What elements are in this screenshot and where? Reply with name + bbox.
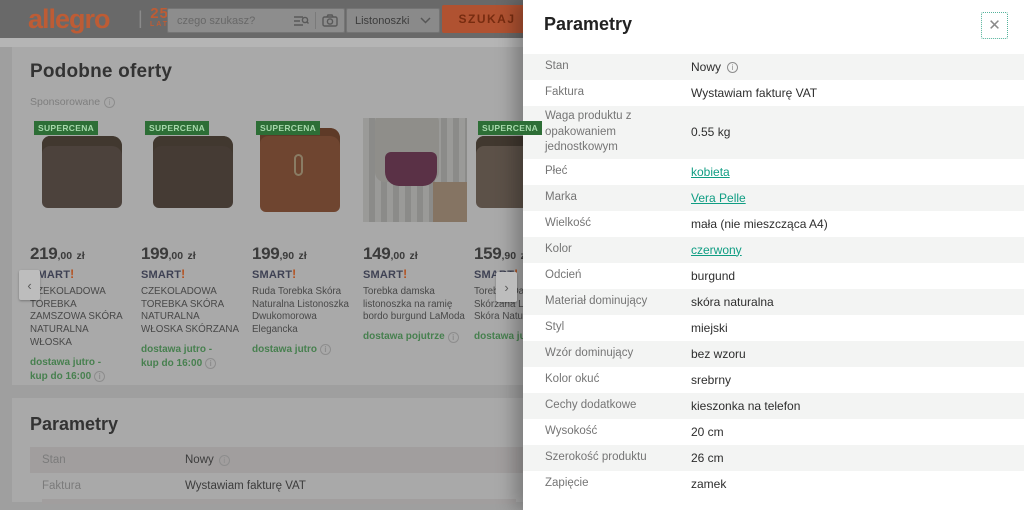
category-selected: Listonoszki <box>355 14 410 27</box>
param-row: Szerokość produktu 26 cm <box>523 444 1024 471</box>
offer-title[interactable]: CZEKOLADOWA TOREBKA ZAMSZOWA SKÓRA NATUR… <box>30 286 123 348</box>
smart-badge: SMART! <box>141 267 186 281</box>
offer-card[interactable]: SUPERCENA 219,00 zł SMART! CZEKOLADOWA T… <box>30 118 134 384</box>
allegro-logo[interactable]: allegro <box>28 4 111 34</box>
search-box-icons <box>293 12 344 29</box>
sponsored-label: Sponsorowane i <box>30 96 532 108</box>
param-row: Stan Nowy i <box>523 54 1024 80</box>
bag-photo <box>42 136 122 208</box>
info-icon[interactable]: i <box>727 61 739 73</box>
smart-badge: SMART! <box>363 267 408 281</box>
supercena-badge: SUPERCENA <box>256 121 321 135</box>
offer-image: SUPERCENA <box>141 118 245 222</box>
drawer-rows: Stan Nowy i Faktura Wystawiam fakturę VAT… <box>523 54 1024 497</box>
stairs <box>433 182 467 222</box>
search-input[interactable] <box>168 9 293 32</box>
offer-title[interactable]: Ruda Torebka Skóra Naturalna Listonoszka… <box>252 286 349 336</box>
param-row: Odcień burgund <box>545 268 736 283</box>
value-link[interactable]: kobieta <box>691 164 730 179</box>
purple-bag <box>385 152 437 186</box>
delivery-info: dostawa jutro i <box>252 343 356 357</box>
bag-photo <box>260 128 340 212</box>
info-icon[interactable]: i <box>94 371 106 383</box>
param-row: Faktura Wystawiam fakturę VAT <box>42 480 306 492</box>
offer-price: 219,00 zł <box>30 244 85 263</box>
supercena-badge: SUPERCENA <box>478 121 543 135</box>
delivery-info: dostawa jut <box>474 331 530 343</box>
smart-exclamation-icon: ! <box>181 267 186 281</box>
parameters-rows: Stan Nowy i Faktura Wystawiam fakturę VAT <box>30 447 524 504</box>
offer-card[interactable]: SUPERCENA 199,00 zł SMART! CZEKOLADOWA T… <box>141 118 245 384</box>
param-row: Marka Vera Pelle <box>523 184 1024 211</box>
offers-carousel: SUPERCENA 219,00 zł SMART! CZEKOLADOWA T… <box>30 118 578 384</box>
offer-price: 199,00 zł <box>141 244 196 263</box>
carousel-left-icon[interactable]: ‹ <box>19 270 40 300</box>
supercena-badge: SUPERCENA <box>34 121 99 135</box>
param-row: Wysokość 20 cm <box>545 424 724 439</box>
category-dropdown[interactable]: Listonoszki <box>346 8 440 33</box>
delivery-info: dostawa pojutrze i <box>363 330 467 344</box>
parameters-section: Parametry Stan Nowy i Faktura Wystawiam f… <box>12 398 532 504</box>
camera-icon[interactable] <box>322 14 338 27</box>
search-button[interactable]: SZUKAJ <box>442 5 532 33</box>
anniversary-logo: 25 LAT <box>150 5 170 28</box>
bag-clasp <box>294 154 303 176</box>
logo-divider: | <box>138 8 143 28</box>
param-row: Zapięcie zamek <box>545 476 727 491</box>
carousel-right-icon[interactable]: › <box>496 272 517 302</box>
param-row: Cechy dodatkowe kieszonka na telefon <box>523 392 1024 419</box>
chevron-down-icon <box>420 17 431 24</box>
param-row-partial <box>42 499 516 504</box>
offer-card[interactable]: SUPERCENA 199,90 zł SMART! Ruda Torebka … <box>252 118 356 384</box>
param-row: Styl miejski <box>545 320 728 335</box>
offer-card[interactable]: 149,00 zł SMART! Torebka damska listonos… <box>363 118 467 384</box>
smart-badge: SMART! <box>252 267 297 281</box>
info-icon[interactable]: i <box>447 331 459 343</box>
delivery-info: dostawa jutro - kup do 16:00 i <box>30 356 134 384</box>
similar-offers-section: Podobne oferty Sponsorowane i SUPERCENA … <box>12 47 578 385</box>
param-row: Kolor czerwony <box>523 236 1024 263</box>
offer-price: 149,00 zł <box>363 244 418 263</box>
drawer-title: Parametry <box>544 14 633 34</box>
offer-title[interactable]: CZEKOLADOWA TOREBKA SKÓRA NATURALNA WŁOS… <box>141 286 239 336</box>
offer-title[interactable]: Torebka damska listonoszka na ramię bord… <box>363 286 465 323</box>
offer-price: 199,90 zł <box>252 244 307 263</box>
smart-exclamation-icon: ! <box>292 267 297 281</box>
info-icon[interactable]: i <box>205 358 217 370</box>
smart-badge: SMART! <box>30 267 75 281</box>
header-bottom-strip <box>0 38 1024 47</box>
close-icon: ✕ <box>988 17 1001 34</box>
param-row: Wzór dominujący bez wzoru <box>523 340 1024 367</box>
offer-image <box>363 118 467 222</box>
value-link[interactable]: czerwony <box>691 242 742 257</box>
parameters-title: Parametry <box>30 414 119 434</box>
search-box-separator <box>315 12 316 29</box>
value-link[interactable]: Vera Pelle <box>691 190 746 205</box>
info-icon[interactable]: i <box>104 96 116 108</box>
offer-image: SUPERCENA <box>30 118 134 222</box>
info-icon[interactable]: i <box>218 454 230 466</box>
search-by-parameters-icon[interactable] <box>293 14 309 28</box>
parameters-drawer: Parametry ✕ Stan Nowy i Faktura Wystawiam… <box>523 0 1024 510</box>
param-row: Wielkość mała (nie mieszcząca A4) <box>545 216 828 231</box>
param-row: Waga produktu z opakowaniem jednostkowym… <box>523 106 1024 159</box>
close-button[interactable]: ✕ <box>981 12 1008 39</box>
search-box <box>167 8 345 33</box>
param-row: Płeć kobieta <box>545 164 730 179</box>
param-row: Materiał dominujący skóra naturalna <box>523 288 1024 315</box>
smart-exclamation-icon: ! <box>70 267 75 281</box>
model-photo <box>363 118 467 222</box>
offer-image: SUPERCENA <box>252 118 356 222</box>
param-row: Faktura Wystawiam fakturę VAT <box>545 86 818 100</box>
drawer-header: Parametry ✕ <box>523 0 1024 52</box>
param-row: Stan Nowy i <box>30 447 524 473</box>
bag-photo <box>153 136 233 208</box>
similar-offers-title: Podobne oferty <box>30 61 173 82</box>
param-row: Kolor okuć srebrny <box>545 372 732 387</box>
supercena-badge: SUPERCENA <box>145 121 210 135</box>
delivery-info: dostawa jutro - kup do 16:00 i <box>141 343 245 371</box>
smart-exclamation-icon: ! <box>403 267 408 281</box>
info-icon[interactable]: i <box>320 344 332 356</box>
